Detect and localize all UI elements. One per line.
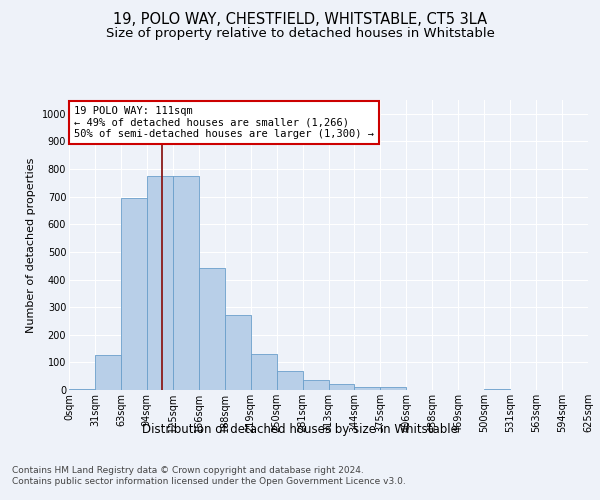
Bar [95,356,121,390]
Text: Contains HM Land Registry data © Crown copyright and database right 2024.: Contains HM Land Registry data © Crown c… [12,466,364,475]
Bar [121,198,147,390]
Bar [173,176,199,390]
Bar [69,388,95,390]
Bar [484,388,510,390]
Text: 19 POLO WAY: 111sqm
← 49% of detached houses are smaller (1,266)
50% of semi-det: 19 POLO WAY: 111sqm ← 49% of detached ho… [74,106,374,139]
Bar [355,387,380,390]
Y-axis label: Number of detached properties: Number of detached properties [26,158,36,332]
Bar [380,387,406,390]
Bar [329,384,355,390]
Bar [251,354,277,390]
Text: Distribution of detached houses by size in Whitstable: Distribution of detached houses by size … [142,422,458,436]
Bar [225,316,251,390]
Bar [147,176,173,390]
Text: Size of property relative to detached houses in Whitstable: Size of property relative to detached ho… [106,28,494,40]
Bar [199,268,224,390]
Text: 19, POLO WAY, CHESTFIELD, WHITSTABLE, CT5 3LA: 19, POLO WAY, CHESTFIELD, WHITSTABLE, CT… [113,12,487,28]
Bar [277,371,302,390]
Bar [302,380,329,390]
Text: Contains public sector information licensed under the Open Government Licence v3: Contains public sector information licen… [12,478,406,486]
